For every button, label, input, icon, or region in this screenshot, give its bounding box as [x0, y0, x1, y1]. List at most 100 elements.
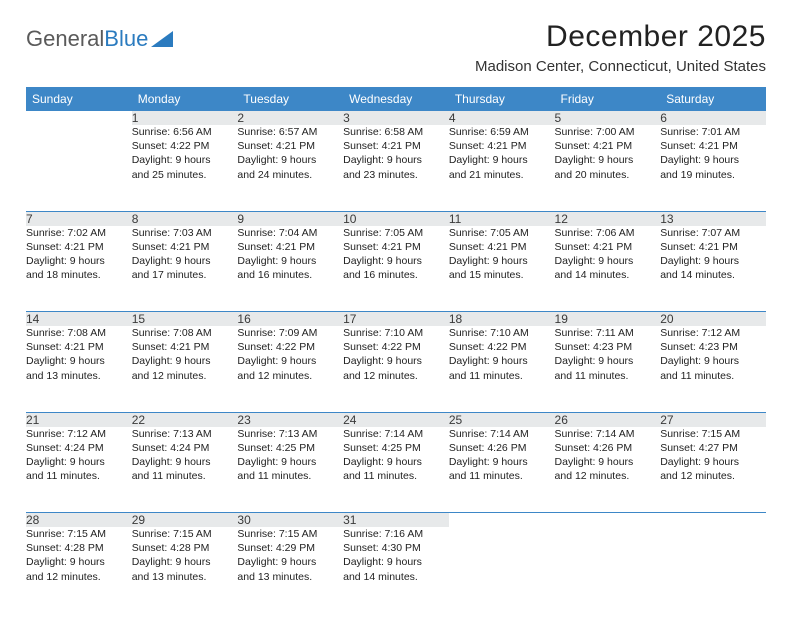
sunrise-text: Sunrise: 7:01 AM: [660, 125, 766, 139]
daylight-text: Daylight: 9 hours: [660, 254, 766, 268]
day-number: 19: [555, 312, 661, 327]
sunrise-text: Sunrise: 7:08 AM: [26, 326, 132, 340]
daylight-text: Daylight: 9 hours: [132, 153, 238, 167]
day-cell: Sunrise: 7:16 AMSunset: 4:30 PMDaylight:…: [343, 527, 449, 613]
sunrise-text: Sunrise: 7:06 AM: [555, 226, 661, 240]
daylight-text: Daylight: 9 hours: [343, 455, 449, 469]
sunset-text: Sunset: 4:21 PM: [449, 240, 555, 254]
daylight-text: and 11 minutes.: [237, 469, 343, 483]
day-cell: Sunrise: 7:10 AMSunset: 4:22 PMDaylight:…: [343, 326, 449, 412]
day-cell: Sunrise: 7:00 AMSunset: 4:21 PMDaylight:…: [555, 125, 661, 211]
day-number: [555, 513, 661, 528]
logo: GeneralBlue: [26, 20, 173, 52]
day-number: 12: [555, 211, 661, 226]
sunrise-text: Sunrise: 7:00 AM: [555, 125, 661, 139]
sunrise-text: Sunrise: 7:15 AM: [132, 527, 238, 541]
day-number: 30: [237, 513, 343, 528]
daynum-row: 28293031: [26, 513, 766, 528]
day-number: 20: [660, 312, 766, 327]
daylight-text: and 20 minutes.: [555, 168, 661, 182]
sunrise-text: Sunrise: 7:05 AM: [343, 226, 449, 240]
daylight-text: Daylight: 9 hours: [449, 354, 555, 368]
sunrise-text: Sunrise: 6:57 AM: [237, 125, 343, 139]
day-cell: [555, 527, 661, 613]
daylight-text: and 13 minutes.: [132, 570, 238, 584]
daynum-row: 21222324252627: [26, 412, 766, 427]
day-cell: Sunrise: 7:11 AMSunset: 4:23 PMDaylight:…: [555, 326, 661, 412]
daylight-text: and 19 minutes.: [660, 168, 766, 182]
day-cell: Sunrise: 7:15 AMSunset: 4:27 PMDaylight:…: [660, 427, 766, 513]
daylight-text: and 14 minutes.: [555, 268, 661, 282]
daylight-text: and 17 minutes.: [132, 268, 238, 282]
daylight-text: Daylight: 9 hours: [343, 254, 449, 268]
daylight-text: and 12 minutes.: [555, 469, 661, 483]
day-cell: Sunrise: 7:06 AMSunset: 4:21 PMDaylight:…: [555, 226, 661, 312]
day-number: 29: [132, 513, 238, 528]
day-cell: Sunrise: 7:13 AMSunset: 4:25 PMDaylight:…: [237, 427, 343, 513]
day-cell: Sunrise: 7:15 AMSunset: 4:28 PMDaylight:…: [132, 527, 238, 613]
sunrise-text: Sunrise: 7:15 AM: [660, 427, 766, 441]
day-number: 7: [26, 211, 132, 226]
sunset-text: Sunset: 4:22 PM: [132, 139, 238, 153]
sunset-text: Sunset: 4:23 PM: [555, 340, 661, 354]
sunset-text: Sunset: 4:22 PM: [449, 340, 555, 354]
day-cell: Sunrise: 7:09 AMSunset: 4:22 PMDaylight:…: [237, 326, 343, 412]
day-cell: Sunrise: 6:59 AMSunset: 4:21 PMDaylight:…: [449, 125, 555, 211]
day-cell: Sunrise: 7:12 AMSunset: 4:24 PMDaylight:…: [26, 427, 132, 513]
daylight-text: Daylight: 9 hours: [26, 254, 132, 268]
daynum-row: 78910111213: [26, 211, 766, 226]
day-number: 26: [555, 412, 661, 427]
sunrise-text: Sunrise: 7:08 AM: [132, 326, 238, 340]
day-cell: Sunrise: 7:14 AMSunset: 4:25 PMDaylight:…: [343, 427, 449, 513]
header: GeneralBlue December 2025 Madison Center…: [26, 20, 766, 75]
daylight-text: Daylight: 9 hours: [26, 455, 132, 469]
location-text: Madison Center, Connecticut, United Stat…: [475, 58, 766, 75]
day-number: 27: [660, 412, 766, 427]
sunrise-text: Sunrise: 7:15 AM: [26, 527, 132, 541]
daylight-text: Daylight: 9 hours: [660, 354, 766, 368]
day-cell: Sunrise: 7:08 AMSunset: 4:21 PMDaylight:…: [26, 326, 132, 412]
sunset-text: Sunset: 4:21 PM: [343, 240, 449, 254]
title-block: December 2025 Madison Center, Connecticu…: [475, 20, 766, 75]
sunset-text: Sunset: 4:25 PM: [343, 441, 449, 455]
day-number: 2: [237, 111, 343, 125]
sunset-text: Sunset: 4:21 PM: [660, 240, 766, 254]
sunset-text: Sunset: 4:28 PM: [132, 541, 238, 555]
daylight-text: and 13 minutes.: [237, 570, 343, 584]
month-title: December 2025: [475, 20, 766, 54]
logo-text-gray: General: [26, 26, 104, 52]
daylight-text: Daylight: 9 hours: [555, 254, 661, 268]
sunset-text: Sunset: 4:24 PM: [132, 441, 238, 455]
day-cell: Sunrise: 7:13 AMSunset: 4:24 PMDaylight:…: [132, 427, 238, 513]
sunset-text: Sunset: 4:21 PM: [132, 240, 238, 254]
daylight-text: Daylight: 9 hours: [26, 354, 132, 368]
sunrise-text: Sunrise: 7:15 AM: [237, 527, 343, 541]
day-number: 25: [449, 412, 555, 427]
daylight-text: and 21 minutes.: [449, 168, 555, 182]
sunrise-text: Sunrise: 7:12 AM: [26, 427, 132, 441]
day-body-row: Sunrise: 7:08 AMSunset: 4:21 PMDaylight:…: [26, 326, 766, 412]
daylight-text: and 18 minutes.: [26, 268, 132, 282]
sunset-text: Sunset: 4:21 PM: [237, 139, 343, 153]
logo-triangle-icon: [151, 31, 173, 47]
sunset-text: Sunset: 4:30 PM: [343, 541, 449, 555]
sunrise-text: Sunrise: 7:09 AM: [237, 326, 343, 340]
daylight-text: Daylight: 9 hours: [237, 254, 343, 268]
daynum-row: 14151617181920: [26, 312, 766, 327]
sunset-text: Sunset: 4:24 PM: [26, 441, 132, 455]
weekday-header: Friday: [555, 87, 661, 111]
day-body-row: Sunrise: 7:15 AMSunset: 4:28 PMDaylight:…: [26, 527, 766, 613]
sunrise-text: Sunrise: 7:03 AM: [132, 226, 238, 240]
daylight-text: and 11 minutes.: [343, 469, 449, 483]
sunset-text: Sunset: 4:21 PM: [26, 240, 132, 254]
daylight-text: and 11 minutes.: [449, 469, 555, 483]
sunset-text: Sunset: 4:21 PM: [237, 240, 343, 254]
sunrise-text: Sunrise: 7:14 AM: [449, 427, 555, 441]
daylight-text: and 13 minutes.: [26, 369, 132, 383]
daylight-text: Daylight: 9 hours: [132, 455, 238, 469]
daylight-text: and 23 minutes.: [343, 168, 449, 182]
day-number: [26, 111, 132, 125]
day-body-row: Sunrise: 6:56 AMSunset: 4:22 PMDaylight:…: [26, 125, 766, 211]
daylight-text: Daylight: 9 hours: [237, 455, 343, 469]
daylight-text: Daylight: 9 hours: [449, 254, 555, 268]
